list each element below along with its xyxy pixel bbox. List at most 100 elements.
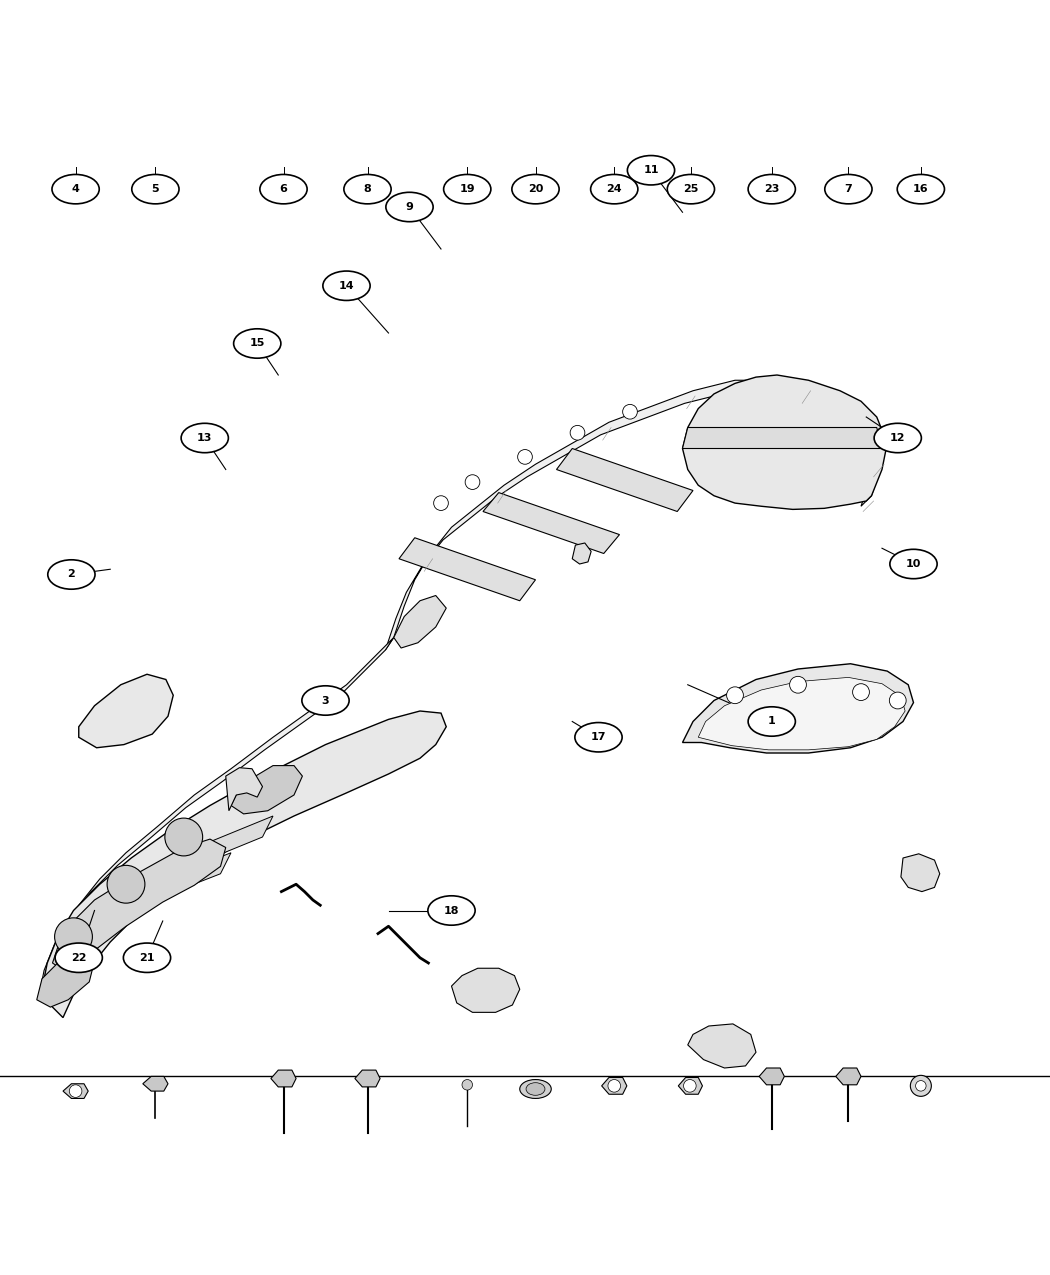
Ellipse shape [748,175,796,204]
Polygon shape [678,1077,702,1094]
Polygon shape [42,711,446,1017]
Text: 21: 21 [140,952,154,963]
Polygon shape [556,449,693,511]
Ellipse shape [890,550,937,579]
Circle shape [727,687,743,704]
Ellipse shape [428,896,475,926]
Text: 4: 4 [71,184,80,194]
Polygon shape [37,952,94,1007]
Ellipse shape [124,944,170,973]
Ellipse shape [668,175,714,204]
Polygon shape [385,380,882,650]
Polygon shape [79,674,173,747]
Circle shape [790,676,806,694]
Polygon shape [836,1068,861,1085]
Polygon shape [147,816,273,885]
Ellipse shape [897,175,945,204]
Ellipse shape [825,175,873,204]
Polygon shape [452,968,520,1012]
Text: 5: 5 [151,184,160,194]
Circle shape [623,404,637,419]
Circle shape [889,692,906,709]
Ellipse shape [302,686,349,715]
Circle shape [853,683,869,700]
Polygon shape [226,768,262,811]
Ellipse shape [132,175,179,204]
Circle shape [570,426,585,440]
Text: 17: 17 [591,732,606,742]
Ellipse shape [233,329,281,358]
Text: 18: 18 [444,905,459,915]
Circle shape [684,1080,696,1093]
Polygon shape [602,1077,627,1094]
Ellipse shape [590,175,638,204]
Text: 10: 10 [906,558,921,569]
Circle shape [165,819,203,856]
Circle shape [69,1085,82,1098]
Polygon shape [759,1068,784,1085]
Text: 7: 7 [844,184,853,194]
Polygon shape [483,492,620,553]
Ellipse shape [526,1082,545,1095]
Ellipse shape [512,175,559,204]
Text: 25: 25 [684,184,698,194]
Circle shape [910,1075,931,1096]
Polygon shape [682,375,887,510]
Text: 22: 22 [71,952,86,963]
Ellipse shape [386,193,433,222]
Circle shape [107,866,145,903]
Text: 2: 2 [67,570,76,580]
Polygon shape [698,677,905,750]
Ellipse shape [323,272,370,301]
Text: 1: 1 [768,717,776,727]
Polygon shape [100,853,231,921]
Polygon shape [52,839,226,974]
Ellipse shape [575,723,622,752]
Ellipse shape [55,944,103,973]
Text: 16: 16 [914,184,928,194]
Circle shape [916,1081,926,1091]
Ellipse shape [520,1080,551,1099]
Circle shape [518,450,532,464]
Ellipse shape [260,175,307,204]
Ellipse shape [443,175,491,204]
Ellipse shape [48,560,96,589]
Polygon shape [271,1070,296,1086]
Text: 9: 9 [405,201,414,212]
Ellipse shape [51,175,99,204]
Text: 11: 11 [644,166,658,175]
Ellipse shape [181,423,229,453]
Text: 24: 24 [607,184,622,194]
Ellipse shape [748,706,796,736]
Text: 15: 15 [250,338,265,348]
Polygon shape [688,1024,756,1068]
Polygon shape [572,543,591,564]
Circle shape [465,474,480,490]
Polygon shape [682,664,914,754]
Circle shape [608,1080,621,1093]
Polygon shape [901,854,940,891]
Circle shape [462,1080,472,1090]
Polygon shape [355,1070,380,1086]
Polygon shape [63,1084,88,1099]
Polygon shape [143,1076,168,1091]
Ellipse shape [628,156,674,185]
Circle shape [434,496,448,510]
Polygon shape [399,538,536,601]
Circle shape [55,918,92,956]
Polygon shape [39,638,394,997]
Text: 19: 19 [460,184,475,194]
Polygon shape [231,765,302,813]
Polygon shape [682,427,882,449]
Ellipse shape [344,175,391,204]
Polygon shape [394,595,446,648]
Ellipse shape [874,423,922,453]
Text: 20: 20 [528,184,543,194]
Text: 8: 8 [363,184,372,194]
Text: 23: 23 [764,184,779,194]
Text: 14: 14 [339,280,354,291]
Text: 13: 13 [197,434,212,442]
Text: 12: 12 [890,434,905,442]
Text: 6: 6 [279,184,288,194]
Text: 3: 3 [321,695,330,705]
